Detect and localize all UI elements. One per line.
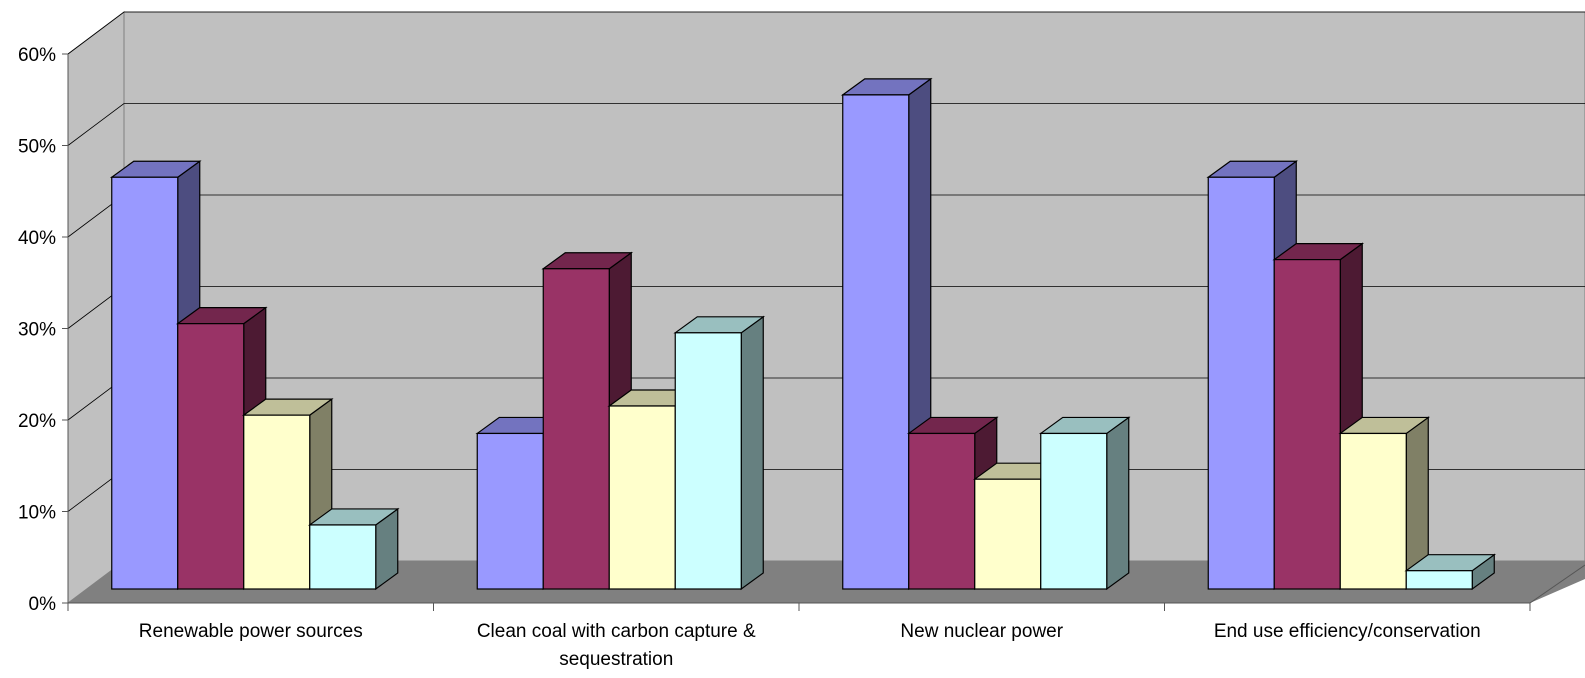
bar: [1338, 416, 1431, 591]
bar-front: [842, 94, 910, 590]
y-tick-label: 40%: [18, 228, 56, 249]
bar-front: [1040, 432, 1108, 590]
x-tick-label: New nuclear power: [900, 621, 1063, 642]
x-tick-label: Clean coal with carbon capture &: [477, 621, 756, 642]
bar-front: [608, 405, 676, 590]
bar-front: [1339, 432, 1407, 590]
bar-front: [309, 524, 377, 590]
gridline: [67, 103, 1585, 146]
y-tick-label: 30%: [18, 320, 56, 341]
y-tick-label: 50%: [18, 137, 56, 158]
floor: [68, 561, 1585, 603]
bar-front: [243, 414, 311, 590]
bar-front: [476, 432, 544, 590]
bar: [1404, 553, 1497, 591]
bar-front: [1207, 176, 1275, 590]
y-tick-label: 0%: [29, 594, 57, 615]
x-tick-label: End use efficiency/conservation: [1214, 621, 1481, 642]
bar-side: [740, 315, 764, 591]
bar-front: [111, 176, 179, 590]
bars: [109, 77, 1497, 591]
bar-front: [1405, 570, 1473, 590]
bar: [673, 315, 766, 591]
x-axis: Renewable power sources Clean coal with c…: [67, 564, 1585, 670]
bar-front: [974, 478, 1042, 590]
x-tick-label: Renewable power sources: [139, 621, 363, 642]
gridline: [67, 11, 1585, 55]
y-tick-label: 20%: [18, 411, 56, 432]
y-tick-label: 10%: [18, 503, 56, 524]
bar-side: [1106, 416, 1130, 591]
y-axis: 0% 10% 20% 30% 40% 50% 60%: [18, 45, 69, 615]
bar-front: [542, 268, 610, 590]
bar: [1038, 416, 1131, 591]
x-axis-edge: [1529, 564, 1585, 604]
bar: [307, 507, 400, 591]
y-tick-label: 60%: [18, 45, 56, 66]
x-tick-label: sequestration: [559, 649, 673, 670]
bar-front: [908, 432, 976, 590]
bar-front: [177, 323, 245, 590]
bar-front: [674, 332, 742, 590]
bar-front: [1273, 259, 1341, 590]
